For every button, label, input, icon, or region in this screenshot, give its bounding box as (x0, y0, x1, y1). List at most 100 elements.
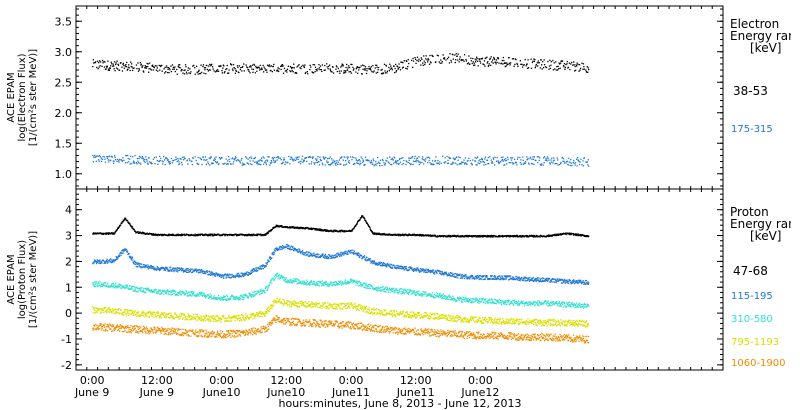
data-point (478, 162, 481, 165)
data-point (364, 164, 366, 166)
data-point (509, 275, 511, 277)
data-point (479, 275, 481, 277)
data-point (302, 249, 304, 252)
data-point (246, 235, 248, 237)
data-point (95, 261, 97, 263)
data-point (371, 231, 374, 233)
data-point (337, 161, 339, 163)
data-point (299, 249, 301, 251)
data-point (242, 162, 244, 164)
data-point (350, 63, 352, 65)
data-point (129, 288, 131, 290)
data-point (544, 280, 546, 282)
data-point (311, 228, 313, 231)
data-point (130, 61, 132, 63)
data-point (357, 162, 359, 164)
data-point (108, 233, 110, 235)
data-point (180, 234, 182, 237)
data-point (384, 164, 386, 166)
data-point (156, 67, 158, 69)
data-point (325, 156, 327, 158)
data-point (316, 161, 319, 164)
data-point (414, 269, 417, 271)
data-point (295, 159, 297, 161)
data-point (145, 66, 147, 68)
data-point (178, 66, 180, 68)
data-point (375, 233, 377, 236)
data-point (551, 278, 553, 280)
data-point (355, 159, 357, 161)
data-point (236, 159, 239, 161)
data-point (565, 281, 567, 283)
data-point (527, 67, 529, 69)
data-point (457, 274, 459, 277)
data-point (252, 71, 254, 73)
data-point (112, 285, 115, 287)
data-point (343, 70, 345, 72)
data-point (188, 271, 190, 273)
data-point (534, 280, 536, 282)
data-point (113, 68, 115, 70)
data-point (486, 236, 488, 238)
data-point (564, 282, 566, 284)
data-point (156, 65, 158, 67)
data-point (101, 262, 103, 264)
data-point (479, 62, 482, 64)
data-point (300, 251, 302, 253)
data-point (211, 233, 213, 235)
data-point (353, 226, 355, 229)
data-point (387, 233, 389, 235)
data-point (471, 163, 473, 165)
data-point (437, 160, 439, 162)
data-point (198, 70, 200, 72)
data-point (259, 289, 261, 291)
data-point (95, 282, 97, 285)
data-point (487, 234, 489, 237)
data-point (430, 271, 432, 273)
data-point (254, 294, 256, 296)
data-point (263, 265, 265, 267)
data-point (313, 64, 316, 66)
data-point (107, 60, 109, 62)
data-point (427, 162, 429, 164)
data-point (503, 59, 505, 62)
data-point (537, 280, 540, 282)
data-point (93, 261, 95, 263)
data-point (468, 55, 470, 57)
data-point (533, 60, 536, 62)
data-point (388, 234, 390, 236)
data-point (234, 297, 236, 299)
data-point (405, 233, 407, 235)
data-point (378, 233, 380, 236)
data-point (498, 275, 500, 277)
data-point (497, 58, 500, 60)
data-point (408, 159, 410, 161)
data-point (475, 275, 477, 277)
data-point (562, 279, 564, 281)
data-point (236, 235, 238, 237)
data-point (134, 154, 136, 157)
data-point (496, 156, 498, 159)
data-point (147, 268, 149, 270)
data-point (398, 66, 401, 68)
data-point (444, 162, 446, 164)
data-point (495, 277, 497, 280)
data-point (549, 281, 551, 283)
data-point (467, 276, 469, 278)
data-point (143, 232, 145, 234)
data-point (437, 162, 439, 164)
data-point (539, 67, 541, 69)
data-point (471, 278, 473, 280)
data-point (132, 290, 134, 292)
data-point (537, 65, 539, 67)
data-point (100, 283, 103, 285)
data-point (346, 63, 348, 66)
data-point (445, 273, 447, 275)
data-point (571, 164, 573, 167)
data-point (220, 296, 223, 299)
data-point (359, 164, 361, 166)
data-point (491, 161, 493, 163)
data-point (514, 63, 516, 66)
data-point (561, 278, 563, 281)
